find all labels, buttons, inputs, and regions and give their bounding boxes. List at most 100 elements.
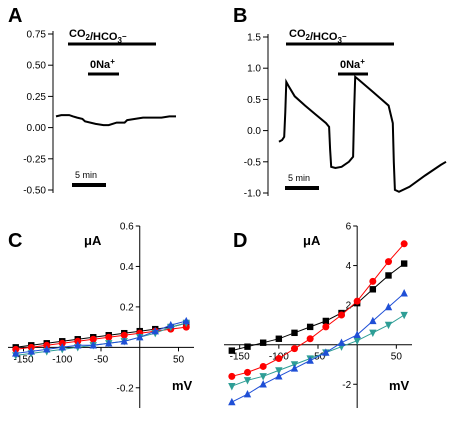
y-tick-label: -0.50 — [23, 186, 46, 197]
panel-a: A 0.75 0.50 0.25 0.00 -0.25 -0.50 CO2/HCO3− 0… — [8, 5, 176, 197]
panel-d-y-unit: μA — [303, 233, 321, 248]
y-tick-label: 0.4 — [120, 262, 134, 273]
y-tick-label: 0.5 — [247, 95, 261, 106]
panel-a-trace — [55, 114, 176, 127]
panel-d-series — [228, 240, 408, 406]
data-point — [259, 362, 267, 370]
data-point — [385, 258, 392, 266]
data-point — [353, 330, 361, 339]
x-tick-label: -50 — [311, 352, 326, 363]
panel-b-scale-label: 5 min — [288, 173, 310, 183]
data-point — [243, 389, 252, 398]
y-tick-label: 0.0 — [247, 126, 261, 137]
panel-d-x-unit: mV — [389, 378, 410, 393]
y-tick-label: 0.6 — [120, 222, 134, 233]
data-point — [259, 380, 267, 388]
data-point — [400, 311, 408, 320]
panel-c-y-unit: μA — [84, 233, 102, 248]
data-point — [243, 377, 252, 385]
x-tick-label: -150 — [230, 352, 250, 363]
data-point — [353, 297, 361, 305]
data-point — [136, 333, 144, 341]
y-tick-label: 0.75 — [27, 30, 47, 41]
data-point — [369, 277, 377, 285]
panel-b-co2-label: CO2/HCO3− — [289, 28, 347, 45]
y-tick-label: 1.5 — [247, 33, 261, 44]
y-tick-label: 0.25 — [27, 92, 47, 103]
data-point — [322, 323, 330, 331]
series-square — [228, 260, 408, 354]
y-tick-label: 4 — [346, 261, 352, 272]
data-point — [27, 347, 35, 355]
data-point — [275, 372, 283, 380]
data-point — [369, 286, 377, 293]
data-point — [228, 397, 236, 406]
data-point — [120, 331, 128, 339]
series-line — [231, 263, 405, 352]
data-point — [400, 260, 408, 267]
data-point — [369, 329, 377, 338]
data-point — [290, 364, 299, 372]
data-point — [400, 289, 408, 297]
panel-c-series — [12, 316, 190, 360]
y-tick-label: -0.25 — [23, 154, 46, 165]
data-point — [306, 335, 314, 343]
y-tick-label: 1.0 — [247, 64, 261, 75]
data-point — [74, 341, 82, 349]
panel-b: B 1.5 1.0 0.5 0.0 -0.5 -1.0 CO2/HCO3− 0Na+ 5 … — [233, 5, 447, 200]
data-point — [105, 333, 113, 341]
panel-letter-d: D — [233, 230, 247, 252]
x-tick-label: 50 — [173, 354, 185, 365]
data-point — [12, 349, 20, 357]
panel-a-co2-label: CO2/HCO3− — [69, 28, 127, 45]
data-point — [244, 343, 251, 350]
data-point — [385, 272, 392, 279]
data-point — [182, 316, 190, 325]
panel-b-trace — [278, 74, 447, 193]
data-point — [322, 348, 330, 356]
data-point — [384, 302, 393, 311]
data-point — [322, 317, 330, 325]
y-tick-label: 6 — [346, 222, 352, 233]
data-point — [228, 372, 236, 380]
y-tick-label: -2 — [342, 380, 351, 391]
data-point — [228, 383, 236, 391]
data-point — [384, 321, 393, 330]
x-tick-label: 50 — [391, 352, 403, 363]
data-point — [43, 345, 51, 353]
data-point — [275, 367, 283, 375]
data-point — [259, 373, 267, 381]
data-point — [151, 326, 159, 335]
series-triangle-up — [12, 316, 190, 357]
panel-letter-c: C — [8, 230, 22, 252]
data-point — [306, 323, 314, 331]
data-point — [369, 316, 377, 325]
y-tick-label: 0.50 — [27, 61, 47, 72]
series-line — [15, 326, 187, 350]
panel-letter-a: A — [8, 5, 22, 27]
panel-c: C -150 -100 -50 50 0.6 0.4 0.2 -0.2 μA mV — [8, 222, 194, 408]
y-tick-label: 2 — [346, 301, 352, 312]
data-point — [228, 347, 236, 354]
data-point — [306, 356, 314, 364]
series-circle — [228, 240, 408, 380]
panel-letter-b: B — [233, 5, 247, 27]
data-point — [291, 345, 298, 353]
panel-a-y-axis: 0.75 0.50 0.25 0.00 -0.25 -0.50 — [23, 30, 54, 197]
data-point — [259, 339, 267, 346]
data-point — [167, 320, 175, 329]
data-point — [400, 240, 408, 248]
data-point — [89, 335, 97, 343]
data-point — [275, 335, 283, 342]
series-line — [231, 314, 405, 387]
data-point — [338, 311, 345, 319]
panel-a-0na-label: 0Na+ — [90, 57, 115, 71]
panel-c-axes: -150 -100 -50 50 0.6 0.4 0.2 -0.2 — [8, 222, 194, 408]
panel-b-0na-label: 0Na+ — [340, 57, 365, 71]
panel-a-scale-label: 5 min — [75, 170, 97, 180]
data-point — [275, 355, 283, 363]
y-tick-label: -0.5 — [244, 157, 262, 168]
data-point — [244, 368, 251, 376]
